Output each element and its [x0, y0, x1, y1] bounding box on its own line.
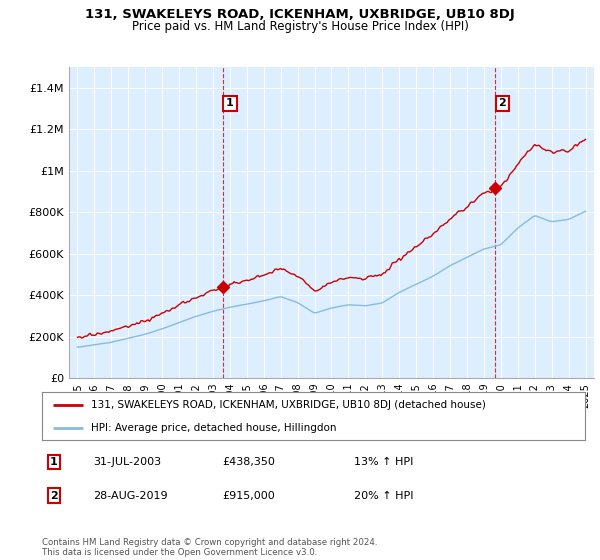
Text: 31-JUL-2003: 31-JUL-2003 — [93, 457, 161, 467]
Text: Contains HM Land Registry data © Crown copyright and database right 2024.
This d: Contains HM Land Registry data © Crown c… — [42, 538, 377, 557]
Text: 1: 1 — [50, 457, 58, 467]
Text: Price paid vs. HM Land Registry's House Price Index (HPI): Price paid vs. HM Land Registry's House … — [131, 20, 469, 32]
Text: 20% ↑ HPI: 20% ↑ HPI — [354, 491, 413, 501]
Text: HPI: Average price, detached house, Hillingdon: HPI: Average price, detached house, Hill… — [91, 423, 337, 433]
Text: 2: 2 — [50, 491, 58, 501]
Text: 131, SWAKELEYS ROAD, ICKENHAM, UXBRIDGE, UB10 8DJ: 131, SWAKELEYS ROAD, ICKENHAM, UXBRIDGE,… — [85, 8, 515, 21]
Text: 28-AUG-2019: 28-AUG-2019 — [93, 491, 167, 501]
Text: 1: 1 — [226, 98, 234, 108]
Text: £438,350: £438,350 — [222, 457, 275, 467]
Text: 13% ↑ HPI: 13% ↑ HPI — [354, 457, 413, 467]
Text: £915,000: £915,000 — [222, 491, 275, 501]
Text: 131, SWAKELEYS ROAD, ICKENHAM, UXBRIDGE, UB10 8DJ (detached house): 131, SWAKELEYS ROAD, ICKENHAM, UXBRIDGE,… — [91, 400, 486, 410]
Text: 2: 2 — [499, 98, 506, 108]
